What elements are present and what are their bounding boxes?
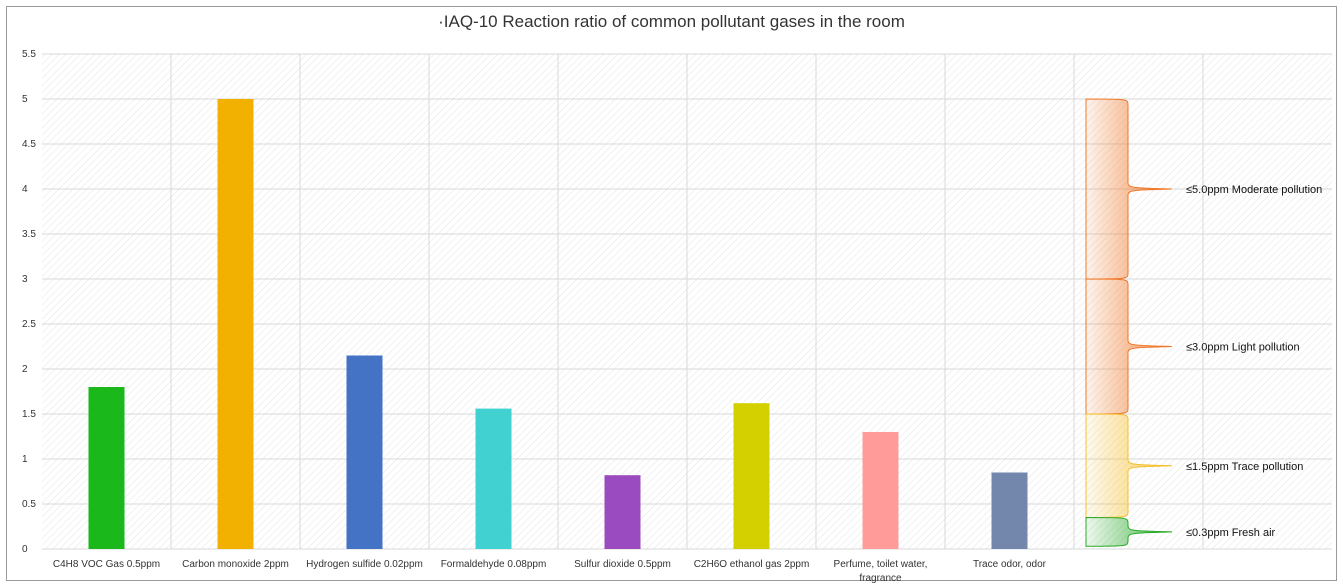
x-axis-labels: C4H8 VOC Gas 0.5ppm Carbon monoxide 2ppm H… (53, 559, 1047, 584)
category-label: C2H6O ethanol gas 2ppm (694, 559, 810, 570)
category-label: Trace odor, odor (973, 559, 1047, 570)
y-tick-label: 0 (22, 544, 28, 555)
bar (991, 472, 1028, 549)
category-label: Hydrogen sulfide 0.02ppm (306, 559, 423, 570)
y-tick-label: 4.5 (22, 139, 36, 150)
y-tick-label: 1.5 (22, 409, 36, 420)
bracket-shape (1085, 413, 1173, 519)
category-label: Perfume, toilet water, fragrance (834, 559, 928, 584)
bracket-shape (1085, 98, 1173, 280)
bracket-label: ≤5.0ppm Moderate pollution (1186, 184, 1322, 196)
bar (862, 432, 899, 549)
bar (475, 408, 512, 549)
y-tick-label: 2.5 (22, 319, 36, 330)
pollution-brackets: ≤5.0ppm Moderate pollution ≤3.0ppm Light … (1085, 98, 1322, 547)
category-label: Carbon monoxide 2ppm (182, 559, 289, 570)
bar (346, 355, 383, 549)
y-tick-label: 3 (22, 274, 28, 285)
y-tick-label: 1 (22, 454, 28, 465)
y-tick-label: 4 (22, 184, 28, 195)
y-tick-label: 5 (22, 94, 28, 105)
bracket-shape (1085, 516, 1173, 547)
y-axis-ticks: 0 0.5 1 1.5 2 2.5 3 3.5 4 4.5 5 5.5 (22, 49, 36, 555)
bar (217, 99, 254, 549)
bracket-label: ≤0.3ppm Fresh air (1186, 527, 1276, 539)
y-tick-label: 2 (22, 364, 28, 375)
category-label: C4H8 VOC Gas 0.5ppm (53, 559, 160, 570)
y-tick-label: 3.5 (22, 229, 36, 240)
bracket-label: ≤1.5ppm Trace pollution (1186, 461, 1303, 473)
bars (88, 99, 1028, 549)
chart-title: ·IAQ-10 Reaction ratio of common polluta… (438, 12, 905, 31)
bracket-shape (1085, 278, 1173, 415)
category-label: Formaldehyde 0.08ppm (441, 559, 547, 570)
bar (88, 387, 125, 549)
y-tick-label: 5.5 (22, 49, 36, 60)
bar (733, 403, 770, 549)
category-label: Sulfur dioxide 0.5ppm (574, 559, 671, 570)
bar (604, 475, 641, 549)
bracket-label: ≤3.0ppm Light pollution (1186, 342, 1300, 354)
y-tick-label: 0.5 (22, 499, 36, 510)
